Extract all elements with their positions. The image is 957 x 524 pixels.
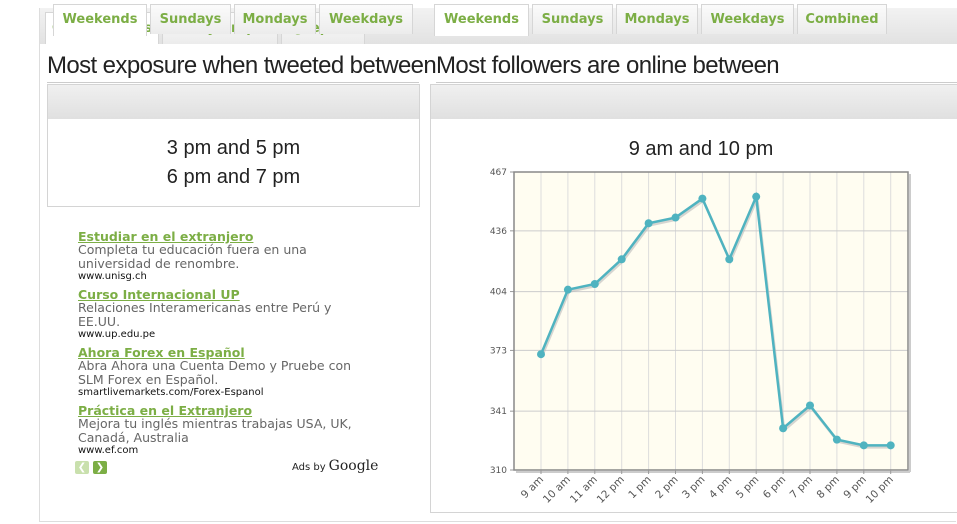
- x-tick-label: 11 am: [568, 474, 600, 506]
- ad-url[interactable]: www.ef.com: [78, 445, 139, 456]
- chevron-left-icon[interactable]: ❮: [75, 461, 89, 474]
- data-point: [779, 424, 788, 433]
- exposure-tab-weekends[interactable]: Weekends: [53, 4, 147, 36]
- data-point: [886, 441, 895, 450]
- exposure-time-2: 6 pm and 7 pm: [166, 166, 301, 188]
- x-tick-label: 1 pm: [626, 474, 654, 502]
- x-tick-label: 7 pm: [788, 474, 816, 502]
- series-line: [539, 191, 891, 447]
- x-tick-label: 6 pm: [761, 474, 789, 502]
- x-tick-label: 3 pm: [680, 474, 708, 502]
- data-point: [698, 194, 707, 203]
- ad-description: Mejora tu inglés mientras trabajas USA, …: [78, 416, 352, 445]
- y-tick-label: 436: [490, 227, 507, 237]
- followers-heading: Most followers are online between: [436, 52, 780, 79]
- exposure-heading: Most exposure when tweeted between: [47, 52, 437, 79]
- x-tick-label: 5 pm: [734, 474, 762, 502]
- data-point: [563, 285, 572, 294]
- followers-tab-combined[interactable]: Combined: [797, 4, 887, 34]
- data-point: [590, 279, 599, 288]
- ad-url[interactable]: www.unisg.ch: [78, 271, 147, 282]
- google-logo: Google: [328, 458, 379, 474]
- followers-time: 9 am and 10 pm: [628, 138, 774, 160]
- ads-by-label: Ads by: [292, 462, 326, 473]
- ad-url[interactable]: smartlivemarkets.com/Forex-Espanol: [78, 387, 264, 398]
- data-point: [617, 255, 626, 264]
- exposure-heading-rule: [47, 82, 419, 83]
- x-tick-label: 8 pm: [814, 474, 842, 502]
- followers-tab-bar: [431, 85, 957, 119]
- x-tick-label: 12 pm: [595, 474, 627, 506]
- exposure-tab-weekdays[interactable]: Weekdays: [319, 4, 413, 34]
- x-tick-label: 4 pm: [707, 474, 735, 502]
- y-tick-label: 341: [490, 407, 507, 417]
- y-tick-label: 404: [490, 288, 507, 298]
- ad-title[interactable]: Ahora Forex en Español: [78, 345, 245, 360]
- exposure-tab-sundays[interactable]: Sundays: [150, 4, 231, 34]
- data-point: [832, 435, 841, 444]
- ad-url[interactable]: www.up.edu.pe: [78, 329, 156, 340]
- ad-description: Abra Ahora una Cuenta Demo y Pruebe con …: [78, 358, 352, 387]
- data-point: [752, 192, 761, 201]
- plot-background: [514, 172, 908, 470]
- data-point: [725, 255, 734, 264]
- followers-tab-sundays[interactable]: Sundays: [532, 4, 613, 34]
- ads-by-google[interactable]: Ads by Google: [292, 458, 378, 474]
- ad-description: Completa tu educación fuera en una unive…: [78, 242, 307, 271]
- followers-tab-mondays[interactable]: Mondays: [616, 4, 698, 34]
- x-tick-label: 10 am: [541, 474, 573, 506]
- followers-panel: [430, 84, 957, 513]
- followers-tab-weekdays[interactable]: Weekdays: [701, 4, 794, 34]
- y-tick-label: 373: [490, 346, 507, 356]
- followers-heading-rule: [436, 82, 957, 83]
- x-tick-label: 10 pm: [864, 474, 896, 506]
- exposure-panel: [47, 84, 420, 207]
- chevron-right-icon[interactable]: ❯: [93, 461, 107, 474]
- ad-description: Relaciones Interamericanas entre Perú y …: [78, 300, 332, 329]
- data-point: [644, 219, 653, 228]
- x-tick-label: 2 pm: [653, 474, 681, 502]
- exposure-tab-mondays[interactable]: Mondays: [234, 4, 316, 34]
- exposure-time-1: 3 pm and 5 pm: [166, 137, 301, 159]
- ad-title[interactable]: Estudiar en el extranjero: [78, 229, 254, 244]
- ad-title[interactable]: Curso Internacional UP: [78, 287, 240, 302]
- y-tick-label: 467: [490, 168, 507, 178]
- ad-title[interactable]: Práctica en el Extranjero: [78, 403, 253, 418]
- plot-frame: [513, 171, 909, 471]
- y-tick-label: 310: [490, 466, 507, 476]
- data-point: [671, 213, 680, 222]
- exposure-tab-bar: [48, 85, 419, 119]
- data-point: [859, 441, 868, 450]
- followers-tab-weekends[interactable]: Weekends: [434, 4, 529, 36]
- data-point: [537, 350, 545, 359]
- data-point: [806, 401, 814, 410]
